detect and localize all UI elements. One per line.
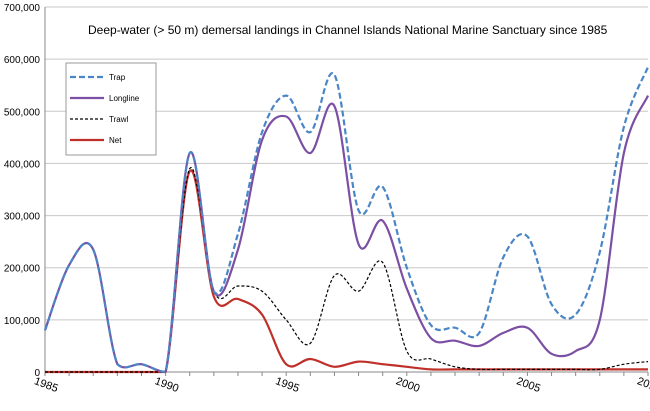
gridlines	[45, 6, 648, 321]
y-tick-label: 500,000	[4, 107, 41, 118]
legend-label-trawl: Trawl	[109, 115, 128, 124]
y-tick-label: 100,000	[4, 316, 41, 327]
chart-legend: Trap Longline Trawl Net	[65, 62, 157, 156]
x-tick-label: 2000	[394, 375, 421, 395]
series-line-net	[45, 169, 648, 374]
y-tick-label: 400,000	[4, 159, 41, 170]
x-tick-label: 1985	[32, 375, 59, 395]
series-line-trawl	[45, 167, 649, 373]
chart-title: Deep-water (> 50 m) demersal landings in…	[88, 23, 608, 37]
series-lines	[43, 66, 650, 374]
y-tick-label: 300,000	[4, 212, 41, 223]
series-line-trap	[43, 66, 650, 374]
axes: 0 100,000 200,000 300,000 400,000 500,000 600,…	[4, 3, 650, 395]
x-tick-label: 1995	[274, 375, 301, 395]
x-tick-label: 1990	[153, 375, 180, 395]
y-tick-label: 200,000	[4, 264, 41, 275]
series-line-longline	[43, 95, 650, 374]
x-tick-label: 2005	[515, 375, 542, 395]
legend-label-net: Net	[109, 136, 122, 145]
y-tick-label: 700,000	[4, 3, 41, 14]
x-tick-label: 2010	[635, 375, 650, 395]
y-tick-label: 0	[34, 368, 40, 379]
legend-label-longline: Longline	[109, 94, 140, 103]
y-tick-label: 600,000	[4, 55, 41, 66]
legend-label-trap: Trap	[109, 73, 126, 82]
